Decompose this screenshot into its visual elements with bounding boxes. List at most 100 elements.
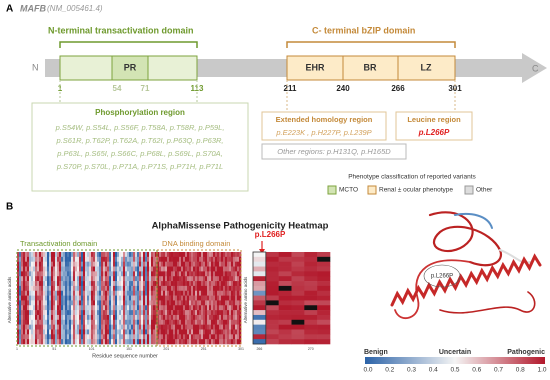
heatmap-cell — [49, 271, 52, 277]
heatmap-cell — [43, 310, 46, 316]
heatmap-cell — [155, 266, 158, 272]
heatmap-cell — [25, 310, 28, 316]
heatmap-cell — [51, 300, 54, 306]
heatmap-cell — [27, 319, 30, 325]
heatmap-cell — [33, 276, 36, 282]
heatmap-cell — [211, 271, 214, 277]
heatmap-cell — [33, 261, 36, 267]
heatmap-cell — [67, 319, 70, 325]
heatmap-cell — [137, 266, 140, 272]
heatmap-cell — [145, 256, 148, 262]
heatmap-cell — [317, 252, 331, 258]
heatmap-cell — [197, 334, 200, 340]
heatmap-cell — [131, 314, 134, 321]
heatmap-cell — [53, 290, 56, 296]
heatmap-cell — [191, 271, 194, 277]
heatmap-cell — [189, 314, 192, 321]
heatmap-cell — [123, 329, 126, 335]
heatmap-cell — [213, 329, 216, 335]
heatmap-cell — [43, 300, 46, 306]
heatmap-cell — [111, 256, 114, 262]
heatmap-cell — [87, 281, 90, 287]
heatmap-cell — [239, 276, 242, 282]
n-domain-title: N-terminal transactivation domain — [48, 25, 194, 35]
heatmap-cell — [229, 314, 232, 321]
leucine-title: Leucine region — [407, 115, 461, 124]
heatmap-cell — [129, 329, 132, 335]
heatmap-cell — [27, 329, 30, 335]
heatmap-cell — [57, 290, 60, 296]
heatmap-cell — [23, 334, 26, 340]
heatmap-cell — [173, 276, 176, 282]
heatmap-cell — [163, 266, 166, 272]
heatmap-cell — [191, 324, 194, 330]
heatmap-cell — [163, 285, 166, 292]
heatmap-cell — [83, 324, 86, 330]
heatmap-cell — [73, 339, 76, 345]
heatmap-cell — [233, 319, 236, 325]
heatmap-cell — [41, 339, 44, 345]
heatmap-cell — [225, 276, 228, 282]
heatmap-cell — [91, 276, 94, 282]
heatmap-cell — [25, 295, 28, 301]
heatmap-cell — [217, 271, 220, 277]
heatmap-cell — [187, 319, 190, 325]
heatmap-cell — [45, 310, 48, 316]
heatmap-cell — [23, 295, 26, 301]
heatmap-cell — [19, 319, 22, 325]
heatmap-cell — [91, 334, 94, 340]
heatmap-cell — [231, 334, 234, 340]
heatmap-cell — [95, 310, 98, 316]
heatmap-cell — [213, 310, 216, 316]
heatmap-cell — [265, 300, 279, 306]
heatmap-cell — [153, 339, 156, 345]
heatmap-cell — [131, 276, 134, 282]
heatmap-cell — [193, 310, 196, 316]
heatmap-cell — [189, 295, 192, 301]
heatmap-cell — [23, 266, 26, 272]
heatmap-cell — [45, 290, 48, 296]
heatmap-cell — [183, 324, 186, 330]
heatmap-cell — [278, 252, 292, 258]
heatmap-cell — [183, 271, 186, 277]
heatmap-cell — [39, 329, 42, 335]
heatmap-cell — [235, 281, 238, 287]
heatmap-cell — [55, 266, 58, 272]
heatmap-cell — [21, 285, 24, 292]
heatmap-cell — [143, 329, 146, 335]
heatmap-cell — [53, 256, 56, 262]
heatmap-cell — [145, 334, 148, 340]
heatmap-cell — [205, 329, 208, 335]
heatmap-cell — [165, 276, 168, 282]
heatmap-cell — [51, 266, 54, 272]
heatmap-cell — [213, 276, 216, 282]
heatmap-cell — [213, 314, 216, 321]
heatmap-cell — [19, 252, 22, 258]
heatmap-cell — [211, 324, 214, 330]
heatmap-cell — [141, 305, 144, 311]
heatmap-cell — [93, 334, 96, 340]
heatmap-cell — [203, 285, 206, 292]
heatmap-cell — [157, 339, 160, 345]
heatmap-cell — [317, 319, 331, 325]
heatmap-cell — [91, 314, 94, 321]
heatmap-cell — [33, 310, 36, 316]
heatmap-cell — [169, 276, 172, 282]
heatmap-cell — [278, 329, 292, 335]
heatmap-cell — [175, 281, 178, 287]
heatmap-cell — [123, 310, 126, 316]
heatmap-cell — [97, 324, 100, 330]
heatmap-cell — [155, 300, 158, 306]
heatmap-cell — [49, 310, 52, 316]
heatmap-cell — [203, 261, 206, 267]
heatmap-cell — [239, 334, 242, 340]
heatmap-cell — [89, 276, 92, 282]
heatmap-cell — [155, 295, 158, 301]
heatmap-cell — [201, 334, 204, 340]
heatmap-cell — [229, 271, 232, 277]
heatmap-cell — [304, 252, 318, 258]
heatmap-cell — [183, 300, 186, 306]
heatmap-cell — [21, 314, 24, 321]
heatmap-cell — [55, 271, 58, 277]
heatmap-cell — [49, 281, 52, 287]
